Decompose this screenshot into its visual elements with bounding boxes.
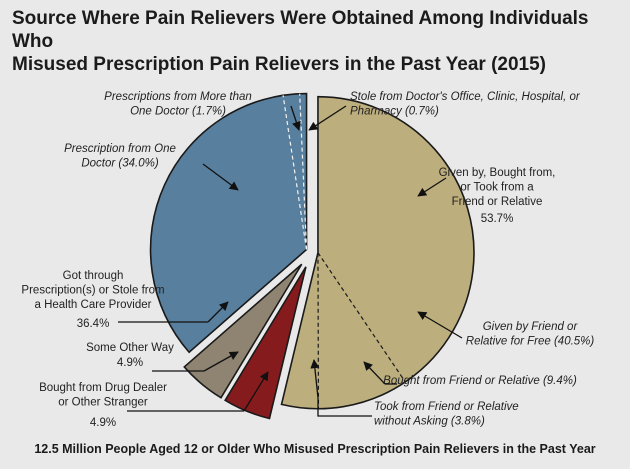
arrow-more-doctor (290, 105, 301, 131)
value-friend-relative: 53.7% (481, 213, 514, 225)
label-prescription-line: Prescription(s) or Stole from (21, 285, 164, 297)
label-bought-friend: Bought from Friend or Relative (9.4%) (383, 375, 577, 387)
sub-slice-divider (317, 252, 406, 383)
label-stole-doctor-line: Stole from Doctor's Office, Clinic, Hosp… (350, 91, 581, 103)
label-stole-doctor: Stole from Doctor's Office, Clinic, Hosp… (350, 91, 581, 118)
label-more-doctor-line: One Doctor (1.7%) (130, 106, 226, 118)
value-other: 4.9% (117, 357, 143, 369)
chart-title-line-1: Source Where Pain Relievers Were Obtaine… (12, 8, 589, 52)
pie-slice-other (183, 263, 303, 399)
arrow-friend-relative (417, 177, 447, 197)
arrow-given-free (417, 311, 463, 339)
label-prescription-line: Got through (63, 270, 124, 282)
chart-caption: 12.5 Million People Aged 12 or Older Who… (34, 442, 596, 456)
arrow-one-doctor (202, 163, 239, 191)
label-given-free: Given by Friend or Relative for Free (40.… (466, 321, 595, 348)
label-other-line: Some Other Way (86, 342, 174, 354)
label-bought-friend-line: Bought from Friend or Relative (9.4%) (383, 375, 577, 387)
label-one-doctor-line: Doctor (34.0%) (81, 158, 159, 170)
arrow-took-friend (310, 359, 320, 399)
label-one-doctor: Prescription from One Doctor (34.0%) (64, 143, 176, 170)
label-stole-doctor-line: Pharmacy (0.7%) (350, 106, 439, 118)
label-took-friend: Took from Friend or Relative without Aski… (374, 401, 519, 428)
value-drug-dealer: 4.9% (90, 417, 116, 429)
label-prescription-line: a Health Care Provider (35, 299, 152, 311)
label-friend-relative-line: Given by, Bought from, (439, 167, 556, 179)
pie-slice-prescription (149, 92, 308, 354)
label-took-friend-line: without Asking (3.8%) (374, 416, 485, 428)
arrow-drug-dealer (243, 371, 269, 412)
label-drug-dealer: Bought from Drug Dealer or Other Stranger (39, 382, 167, 409)
arrow-bought-friend (363, 361, 386, 385)
label-friend-relative-line: or Took from a (460, 182, 534, 194)
label-drug-dealer-line: or Other Stranger (58, 397, 148, 409)
label-drug-dealer-line: Bought from Drug Dealer (39, 382, 167, 394)
label-friend-relative: Given by, Bought from, or Took from a Frie… (439, 167, 556, 208)
value-prescription: 36.4% (77, 318, 110, 330)
arrow-prescription (207, 301, 229, 323)
chart-title-line-2: Misused Prescription Pain Relievers in t… (12, 54, 546, 75)
label-other: Some Other Way (86, 342, 174, 354)
label-more-doctor-line: Prescriptions from More than (104, 91, 252, 103)
label-given-free-line: Given by Friend or (483, 321, 579, 333)
label-more-doctor: Prescriptions from More than One Doctor (… (104, 91, 252, 118)
sub-slice-divider (282, 95, 308, 250)
label-prescription: Got through Prescription(s) or Stole from… (21, 270, 164, 311)
pie-slice-friend-relative (280, 95, 475, 410)
chart-title: Source Where Pain Relievers Were Obtaine… (12, 7, 622, 76)
label-one-doctor-line: Prescription from One (64, 143, 176, 155)
label-friend-relative-line: Friend or Relative (452, 196, 543, 208)
arrow-other (203, 351, 239, 372)
leader-took-friend (317, 398, 372, 417)
pie-slice-drug-dealer (224, 266, 307, 420)
sub-slice-divider (299, 93, 308, 250)
label-took-friend-line: Took from Friend or Relative (374, 401, 519, 413)
arrow-stole-doctor (308, 105, 347, 131)
label-given-free-line: Relative for Free (40.5%) (466, 336, 595, 348)
